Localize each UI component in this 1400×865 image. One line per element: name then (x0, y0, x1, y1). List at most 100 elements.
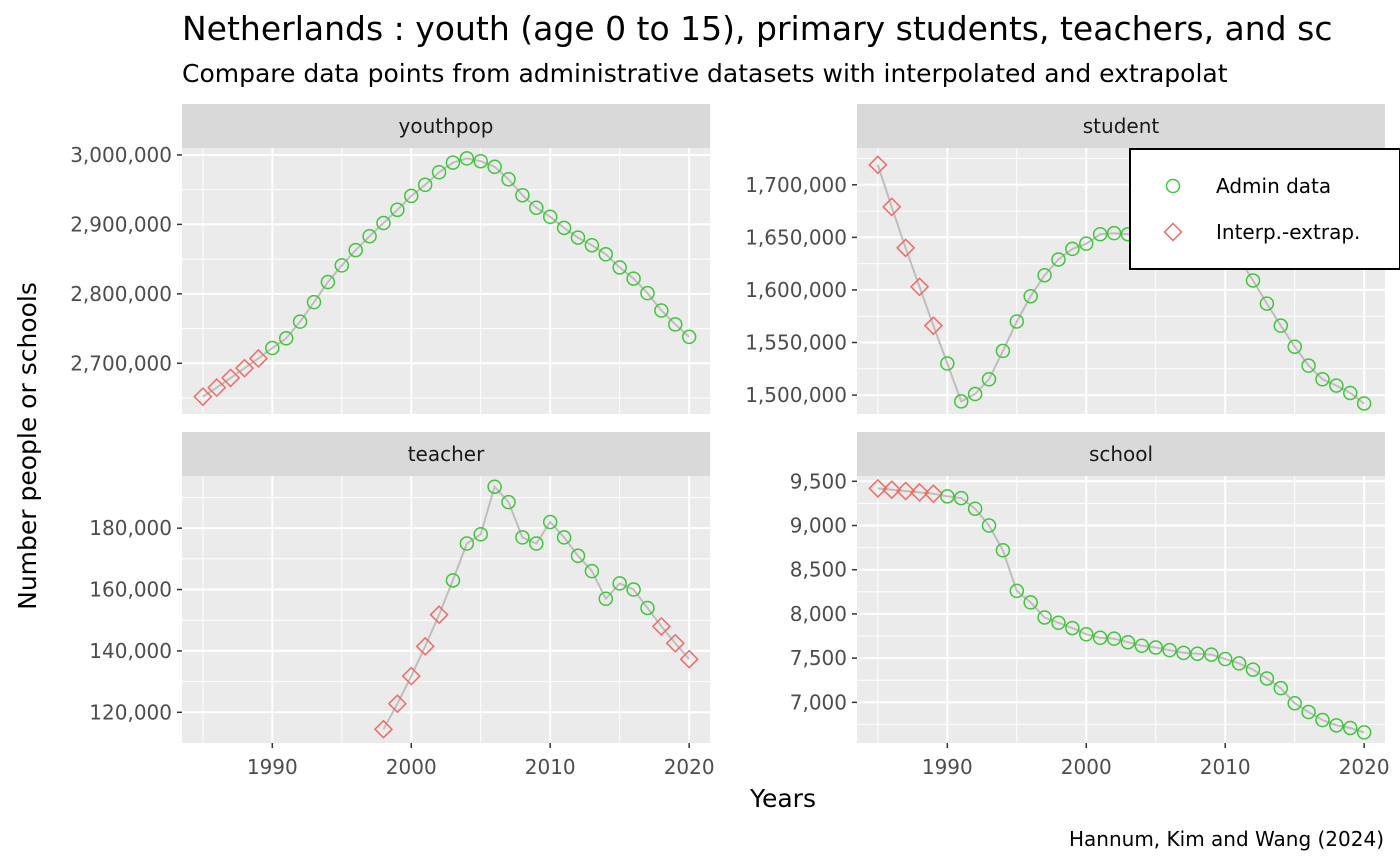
data-point-admin (681, 329, 697, 345)
plot-background (182, 476, 710, 743)
data-point-admin (1231, 656, 1247, 671)
data-point-interp (882, 197, 902, 217)
data-point-admin (953, 490, 969, 506)
data-point-admin (995, 343, 1011, 359)
data-point-admin (626, 271, 641, 286)
data-point-admin (473, 153, 488, 169)
x-tick-label: 1990 (247, 755, 298, 779)
data-point-admin (1092, 226, 1108, 242)
data-point-interp (193, 387, 213, 407)
data-point-interp (909, 277, 930, 297)
y-tick-label: 8,500 (790, 558, 847, 582)
data-point-admin (529, 536, 544, 551)
data-point-admin (390, 202, 405, 218)
x-tick-label: 2010 (1200, 755, 1251, 779)
data-point-admin (1037, 610, 1052, 625)
data-point-admin (515, 187, 530, 203)
data-point-admin (1204, 647, 1219, 662)
data-point-admin (612, 576, 627, 591)
y-tick-label: 2,900,000 (70, 212, 172, 236)
y-tick-label: 9,500 (790, 469, 847, 493)
data-point-admin (1037, 267, 1052, 283)
data-point-interp (909, 482, 930, 502)
data-point-admin (1287, 339, 1302, 354)
x-axis-label: Years (749, 784, 816, 813)
data-point-admin (995, 543, 1011, 558)
panel-strip (857, 104, 1385, 148)
data-point-interp (401, 666, 421, 686)
data-point-admin (1065, 241, 1080, 257)
data-point-admin (570, 230, 586, 245)
data-point-admin (265, 340, 280, 356)
data-point-admin (487, 479, 502, 494)
data-point-admin (1106, 631, 1122, 646)
data-point-admin (967, 501, 983, 516)
legend-label-interp: Interp.-extrap. (1216, 220, 1360, 244)
data-point-admin (1245, 662, 1261, 677)
data-point-interp (415, 636, 435, 656)
data-point-admin (417, 177, 433, 193)
y-tick-label: 8,000 (790, 602, 847, 626)
data-point-admin (940, 489, 955, 504)
data-point-admin (1245, 273, 1261, 288)
data-point-interp (665, 633, 685, 653)
data-point-admin (542, 514, 558, 530)
data-point-admin (1009, 314, 1025, 329)
data-point-admin (1106, 225, 1122, 241)
panel-strip-label: school (1089, 442, 1153, 466)
data-point-admin (1301, 704, 1316, 720)
data-point-admin (501, 172, 516, 187)
data-point-admin (1259, 296, 1275, 311)
data-point-interp (234, 358, 255, 378)
panel-strip (182, 104, 710, 148)
panel-student: student 1,500,000 1,550,000 1,600,000 1,650,… (745, 104, 1385, 414)
data-point-admin (1051, 252, 1066, 267)
y-tick-label: 120,000 (89, 700, 172, 724)
y-tick-label: 160,000 (89, 578, 172, 602)
y-tick-label: 2,700,000 (70, 351, 172, 375)
data-point-interp (679, 649, 699, 669)
data-point-admin (981, 518, 997, 533)
data-point-admin (940, 356, 955, 371)
data-point-admin (556, 220, 572, 236)
data-point-admin (1273, 318, 1289, 333)
data-point-admin (445, 573, 461, 588)
data-point-admin (1023, 595, 1038, 610)
panel-strip (857, 432, 1385, 476)
y-tick-label: 3,000,000 (70, 143, 172, 167)
panel-youthpop: youthpop 2,700,000 2,800,000 2,900,000 3,000… (70, 104, 710, 414)
x-tick-label: 2000 (1061, 755, 1112, 779)
chart-title: Netherlands : youth (age 0 to 15), prima… (182, 9, 1332, 48)
y-tick-label: 9,000 (790, 514, 847, 538)
panel-strip-label: student (1083, 114, 1160, 138)
data-point-admin (598, 247, 614, 262)
data-point-interp (387, 694, 407, 714)
y-axis-label: Number people or schools (13, 282, 42, 610)
legend: Admin data Interp.-extrap. (1129, 148, 1400, 270)
x-tick-label: 2020 (1339, 755, 1390, 779)
data-point-admin (640, 285, 655, 301)
panel-strip-label: youthpop (399, 114, 494, 138)
data-point-admin (292, 314, 308, 329)
data-point-admin (376, 215, 391, 231)
data-point-admin (459, 536, 475, 551)
data-point-admin (953, 394, 969, 409)
series-line (202, 157, 690, 398)
y-tick-label: 1,650,000 (745, 225, 847, 249)
y-tick-label: 1,550,000 (745, 331, 847, 355)
data-point-admin (654, 303, 669, 318)
data-point-interp (896, 238, 916, 258)
data-point-admin (584, 237, 600, 253)
data-point-admin (348, 242, 363, 258)
y-tick-label: 7,500 (790, 646, 847, 670)
data-point-admin (640, 600, 655, 616)
data-point-admin (981, 372, 997, 387)
legend-key-interp (1163, 222, 1183, 242)
data-point-admin (1356, 396, 1372, 411)
data-point-admin (1329, 718, 1344, 733)
y-tick-label: 1,600,000 (745, 278, 847, 302)
data-point-admin (1217, 651, 1233, 667)
data-point-interp (868, 155, 888, 175)
x-tick-label: 2010 (525, 755, 576, 779)
data-point-admin (1162, 642, 1177, 658)
